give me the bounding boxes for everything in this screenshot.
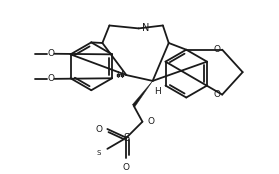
Text: O: O [47, 74, 54, 83]
Text: O: O [213, 45, 220, 54]
Text: S: S [123, 133, 129, 143]
Text: O: O [147, 117, 154, 126]
Text: S: S [97, 150, 101, 156]
Text: O: O [47, 49, 54, 58]
Text: N: N [142, 23, 150, 33]
Text: O: O [213, 90, 220, 99]
Text: H: H [154, 87, 160, 96]
Text: H: H [116, 72, 122, 80]
Text: O: O [123, 163, 130, 172]
Polygon shape [132, 81, 153, 107]
Text: O: O [95, 125, 102, 133]
